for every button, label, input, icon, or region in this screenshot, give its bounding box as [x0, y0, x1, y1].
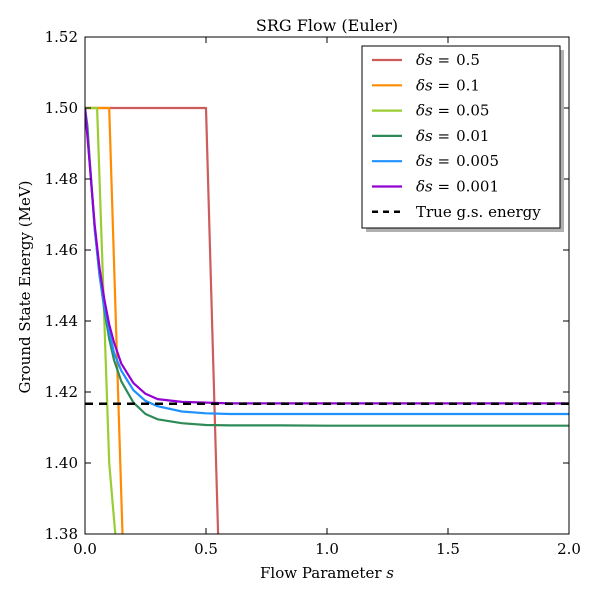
series-line-ds-0_001 [85, 107, 569, 405]
y-tick-label: 1.38 [45, 525, 78, 543]
x-axis-label-text: Flow Parameter [260, 564, 382, 582]
y-tick-label: 1.40 [45, 454, 78, 472]
legend-prefix: δs = [416, 51, 450, 69]
x-tick-label: 1.0 [315, 540, 339, 558]
legend-step-value: 0.5 [456, 51, 480, 69]
series-layer [85, 106, 569, 534]
x-tick-label: 0.0 [73, 540, 97, 558]
x-tick-label: 2.0 [557, 540, 581, 558]
plot-frame [84, 36, 570, 535]
legend-label-true-gs-energy: True g.s. energy [416, 203, 541, 221]
y-tick-label: 1.46 [45, 241, 78, 259]
x-axis-label: Flow Parameter s [260, 564, 394, 582]
legend-label-ds-0_5: δs = 0.5 [416, 51, 480, 69]
chart-title: SRG Flow (Euler) [256, 16, 398, 35]
x-tick-label: 0.5 [194, 540, 218, 558]
x-axis-label-symbol: s [386, 564, 394, 582]
legend-prefix: δs = [416, 178, 450, 196]
axis-ticks: 0.0 0.5 1.0 1.5 2.0 1.38 1.40 1.42 1.44 1.46 1.48 1… [45, 28, 581, 558]
legend-label-ds-0_1: δs = 0.1 [416, 76, 480, 94]
legend-step-value: 0.05 [456, 102, 489, 120]
y-tick-label: 1.52 [45, 28, 78, 46]
legend-prefix: δs = [416, 76, 450, 94]
legend-prefix: δs = [416, 102, 450, 120]
legend-label-ds-0_005: δs = 0.005 [416, 152, 499, 170]
legend-label-ds-0_05: δs = 0.05 [416, 102, 489, 120]
legend-prefix: δs = [416, 152, 450, 170]
legend-box [361, 45, 561, 229]
y-tick-label: 1.44 [45, 312, 78, 330]
legend-label-ds-0_001: δs = 0.001 [416, 178, 499, 196]
legend-prefix: δs = [416, 127, 450, 145]
series-line-ds-0_5 [85, 106, 220, 534]
x-tick-label: 1.5 [436, 540, 460, 558]
legend-step-value: 0.01 [456, 127, 489, 145]
legend-label-ds-0_01: δs = 0.01 [416, 127, 489, 145]
y-tick-label: 1.50 [45, 99, 78, 117]
legend-step-value: 0.005 [456, 152, 499, 170]
y-axis-label: Ground State Energy (MeV) [16, 180, 34, 393]
y-tick-label: 1.48 [45, 170, 78, 188]
legend-step-value: 0.1 [456, 76, 480, 94]
legend-step-value: 0.001 [456, 178, 499, 196]
y-tick-label: 1.42 [45, 383, 78, 401]
